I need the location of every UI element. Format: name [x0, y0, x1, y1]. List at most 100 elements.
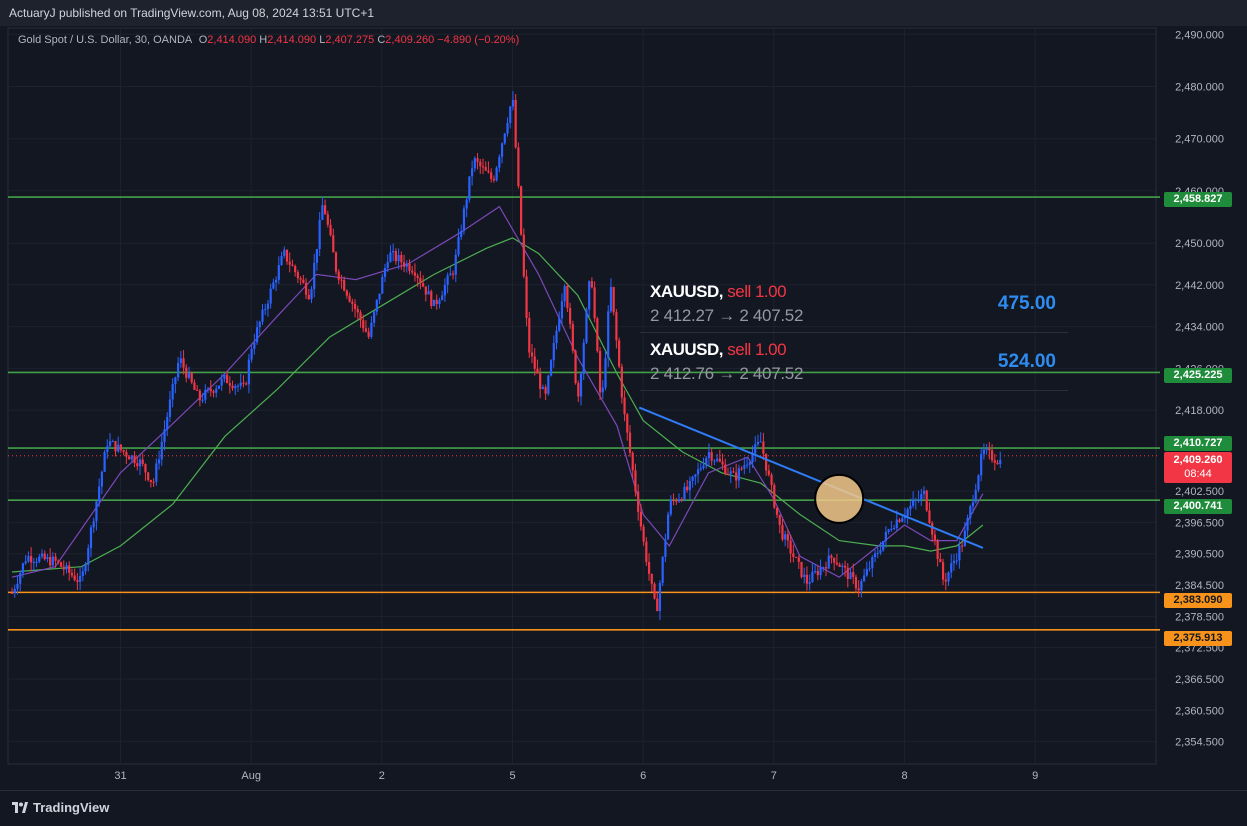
candle-body	[754, 444, 757, 454]
candle-body	[59, 562, 63, 567]
x-tick-label: 5	[509, 770, 515, 782]
candle-body	[266, 303, 270, 309]
trade-card-2[interactable]: XAUUSD, sell 1.00 2 412.76 → 2 407.52 52…	[640, 334, 1068, 391]
candle-body	[743, 465, 746, 469]
candle-body	[378, 293, 381, 300]
candle-body	[726, 474, 730, 476]
trade-side: sell 1.00	[727, 282, 787, 301]
candle-body	[381, 276, 384, 294]
candle-body	[729, 471, 732, 475]
candle-body	[612, 287, 615, 313]
candle-body	[642, 526, 645, 542]
symbol-legend: Gold Spot / U.S. Dollar, 30, OANDA O2,41…	[18, 34, 519, 46]
candle-body	[811, 571, 814, 582]
candle-body	[106, 446, 109, 453]
candle-body	[852, 572, 855, 577]
candle-body	[827, 555, 830, 569]
level-label-2458: 2,458.827	[1164, 192, 1232, 207]
candle-body	[130, 455, 133, 460]
candle-body	[525, 276, 528, 319]
candle-body	[193, 382, 196, 390]
price-chart[interactable]: 2,490.0002,480.0002,470.0002,460.0002,45…	[0, 26, 1247, 790]
candle-body	[343, 279, 346, 291]
y-tick-label: 2,354.500	[1175, 737, 1224, 749]
candle-body	[849, 572, 852, 579]
candle-body	[585, 309, 588, 343]
candle-body	[683, 486, 686, 500]
candle-body	[691, 476, 694, 482]
x-tick-label: 6	[640, 770, 646, 782]
candle-body	[49, 556, 52, 566]
y-tick-label: 2,442.000	[1175, 280, 1224, 292]
candle-body	[247, 359, 250, 385]
candle-body	[939, 559, 942, 563]
candle-body	[168, 399, 172, 417]
candle-body	[732, 471, 735, 473]
candle-body	[794, 556, 798, 558]
current-price-label: 2,409.260 08:44	[1164, 452, 1232, 483]
trade-prices: 2 412.76 → 2 407.52	[650, 364, 804, 383]
tradingview-logo[interactable]: TradingView	[12, 800, 109, 815]
candle-body	[868, 568, 871, 570]
candle-body	[922, 490, 926, 495]
candle-body	[430, 291, 433, 306]
candle-body	[185, 367, 188, 378]
candle-body	[198, 390, 201, 401]
candle-body	[362, 320, 365, 329]
candle-body	[27, 555, 30, 562]
candle-body	[735, 472, 738, 481]
candle-body	[171, 384, 174, 400]
candle-body	[824, 567, 828, 569]
candle-body	[438, 300, 441, 305]
candle-body	[245, 383, 248, 385]
candle-body	[892, 527, 896, 529]
candle-body	[830, 555, 833, 558]
candle-body	[476, 158, 479, 162]
y-tick-label: 2,470.000	[1175, 134, 1224, 146]
candle-body	[756, 441, 760, 445]
candle-body	[607, 311, 610, 359]
candle-body	[392, 251, 395, 253]
trade-prices: 2 412.27 → 2 407.52	[650, 306, 804, 325]
candle-body	[138, 459, 142, 467]
candle-body	[87, 548, 90, 565]
candle-body	[792, 553, 795, 557]
candle-body	[182, 358, 185, 368]
footer-bar: TradingView	[0, 790, 1247, 826]
candle-body	[969, 506, 972, 518]
candle-body	[21, 563, 25, 574]
candle-body	[884, 531, 887, 542]
candle-body	[639, 511, 642, 527]
candle-body	[536, 368, 539, 374]
candle-body	[879, 550, 882, 553]
candle-body	[95, 501, 98, 522]
candle-body	[119, 444, 123, 451]
candle-body	[215, 388, 218, 393]
candle-body	[876, 552, 879, 554]
candle-body	[563, 286, 566, 302]
candle-body	[988, 448, 991, 451]
trade-card-1[interactable]: XAUUSD, sell 1.00 2 412.27 → 2 407.52 47…	[640, 276, 1068, 333]
highlight-circle	[814, 473, 865, 524]
legend-low: 2,407.275	[325, 34, 375, 46]
chart-grid	[8, 28, 1156, 764]
candle-body	[514, 99, 517, 148]
candle-body	[351, 301, 354, 304]
candle-body	[149, 480, 152, 482]
candle-body	[626, 414, 629, 433]
candle-body	[190, 372, 193, 383]
fast-ma-line	[11, 205, 984, 578]
candle-body	[389, 252, 392, 262]
level-label-2425: 2,425.225	[1164, 368, 1232, 383]
candle-body	[19, 573, 22, 584]
candle-body	[38, 556, 41, 562]
candle-body	[767, 470, 770, 475]
candle-body	[705, 457, 708, 466]
candle-body	[737, 468, 740, 481]
candle-body	[117, 444, 120, 452]
candle-body	[209, 388, 212, 392]
trade-symbol: XAUUSD,	[650, 340, 724, 359]
candle-body	[503, 133, 506, 144]
candle-body	[909, 505, 912, 510]
candle-body	[977, 475, 980, 490]
